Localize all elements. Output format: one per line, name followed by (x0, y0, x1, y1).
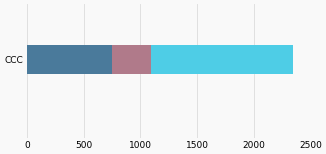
Bar (151, 45, 293, 74)
Bar (27, 45, 112, 74)
Bar (112, 45, 151, 74)
